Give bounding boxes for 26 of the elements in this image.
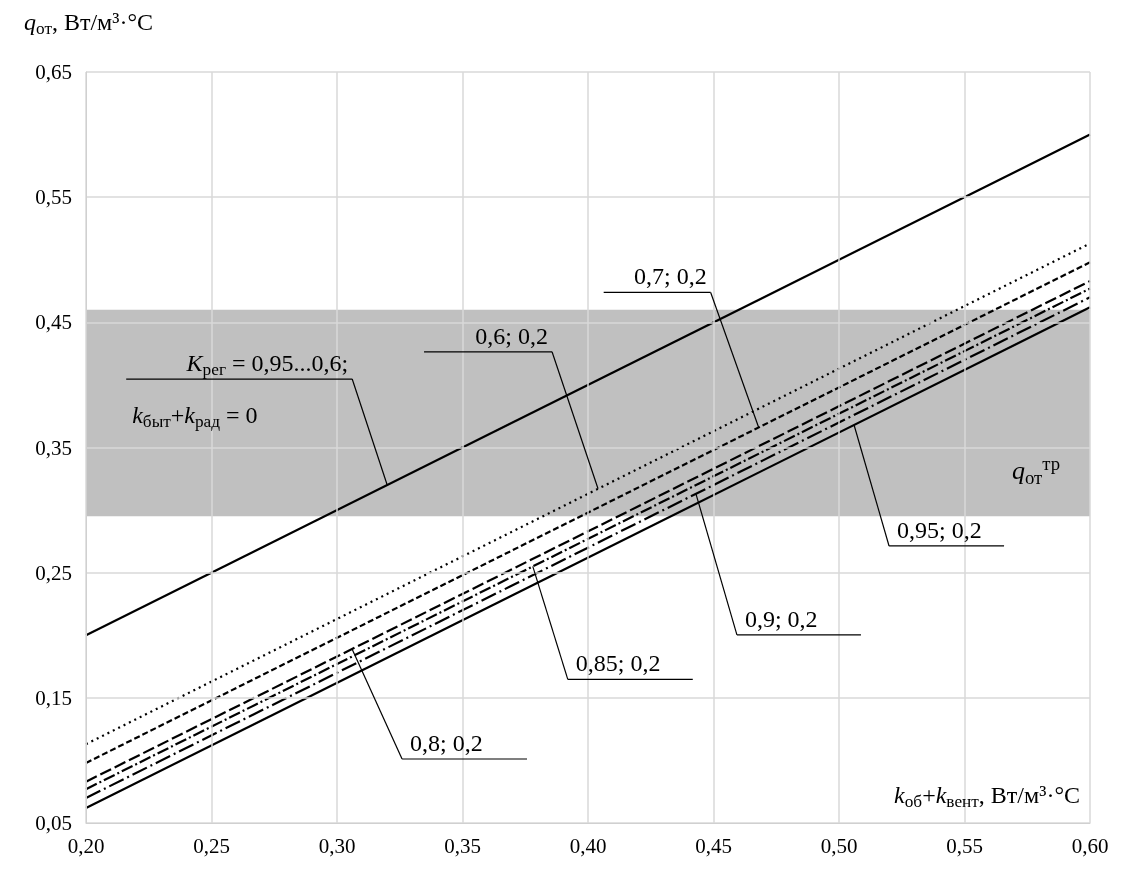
y-axis-title: q$_{от}$, Вт/м³·°C (24, 9, 154, 39)
x-tick-label: 0,25 (193, 833, 230, 858)
y-tick-label: 0,15 (35, 685, 72, 710)
y-tick-label: 0,35 (35, 435, 72, 460)
annotation: 0,85; 0,2 (575, 650, 661, 677)
x-axis-title: k$_{об}$+k$_{вент}$, Вт/м³·°C (894, 782, 1080, 812)
annotation: 0,95; 0,2 (897, 516, 982, 543)
x-tick-label: 0,45 (695, 833, 732, 858)
x-tick-label: 0,20 (67, 833, 105, 858)
annotation: K$_{рег}$ = 0,95...0,6; (185, 350, 349, 380)
x-tick-label: 0,50 (820, 833, 858, 858)
y-tick-label: 0,05 (35, 811, 72, 835)
y-tick-label: 0,45 (35, 310, 72, 335)
x-tick-label: 0,55 (946, 833, 983, 858)
y-tick-label: 0,25 (35, 560, 72, 585)
x-tick-label: 0,40 (569, 833, 607, 858)
x-tick-label: 0,60 (1071, 833, 1109, 858)
x-tick-label: 0,30 (318, 833, 356, 858)
annotation: 0,7; 0,2 (634, 263, 707, 290)
x-tick-label: 0,35 (444, 833, 481, 858)
annotation: 0,6; 0,2 (475, 322, 549, 349)
annotation: k$_{быт}$+k$_{рад}$ = 0 (132, 402, 258, 432)
y-tick-label: 0,55 (35, 185, 72, 210)
y-tick-label: 0,65 (35, 60, 72, 84)
annotation: 0,9; 0,2 (744, 605, 818, 632)
annotation: 0,8; 0,2 (410, 730, 483, 757)
